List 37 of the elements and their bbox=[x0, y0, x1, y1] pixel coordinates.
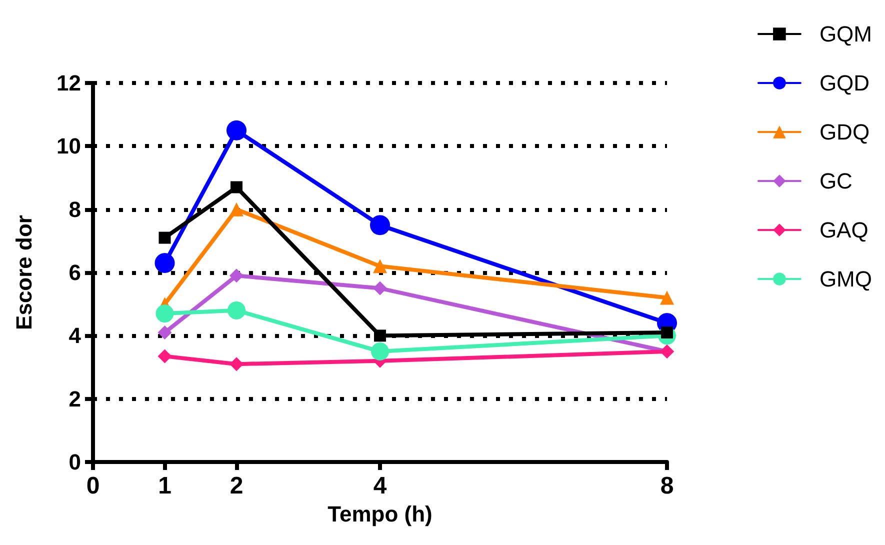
x-tick-label: 8 bbox=[660, 472, 674, 500]
point bbox=[230, 357, 244, 372]
legend-label: GAQ bbox=[819, 218, 868, 242]
point bbox=[158, 349, 172, 364]
y-tick-label: 12 bbox=[56, 70, 81, 96]
y-tick-label: 4 bbox=[68, 323, 82, 348]
point bbox=[371, 342, 389, 360]
y-tick-label: 2 bbox=[68, 386, 81, 412]
point bbox=[158, 326, 172, 340]
point bbox=[230, 181, 242, 194]
point bbox=[660, 290, 674, 305]
x-axis-title: Tempo (h) bbox=[328, 501, 432, 526]
point bbox=[230, 268, 244, 283]
legend-label: GDQ bbox=[819, 120, 870, 144]
legend-label: GC bbox=[819, 168, 853, 194]
point bbox=[230, 202, 244, 216]
point bbox=[226, 120, 246, 140]
point bbox=[374, 330, 386, 342]
x-tick-label: 4 bbox=[373, 472, 388, 500]
point bbox=[228, 301, 246, 320]
y-axis-title: Escore dor bbox=[12, 214, 36, 330]
x-tick-label: 1 bbox=[158, 472, 172, 500]
point bbox=[158, 232, 171, 244]
y-tick-label: 8 bbox=[68, 196, 81, 222]
legend-label: GQM bbox=[819, 22, 872, 46]
y-tick-label: 10 bbox=[56, 134, 81, 159]
point bbox=[373, 259, 387, 274]
y-tick-label: 0 bbox=[68, 450, 81, 474]
point bbox=[370, 215, 390, 236]
y-tick-label: 6 bbox=[68, 260, 81, 285]
point bbox=[373, 281, 387, 296]
legend-label: GMQ bbox=[819, 266, 872, 292]
point bbox=[154, 253, 175, 274]
x-tick-label: 0 bbox=[86, 472, 100, 500]
x-tick-label: 2 bbox=[230, 472, 244, 500]
point bbox=[156, 304, 174, 323]
legend-label: GQD bbox=[819, 70, 870, 96]
